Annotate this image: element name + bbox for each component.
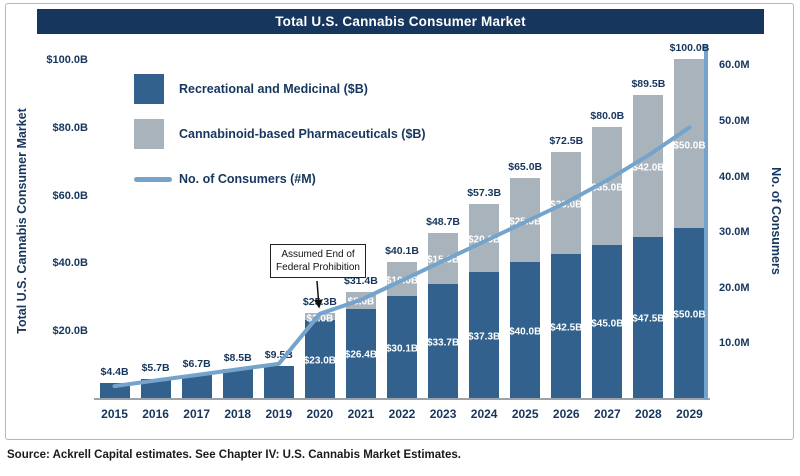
x-axis-label-2015: 2015 bbox=[101, 407, 128, 421]
right-axis-line bbox=[704, 44, 708, 400]
y-axis-tick-left-20: $20.0B bbox=[52, 325, 88, 338]
consumers-line-swatch-icon bbox=[134, 176, 172, 182]
bar-total-label-2027: $80.0B bbox=[590, 109, 625, 122]
bar-segment-label-recreational-2020: $23.0B bbox=[303, 355, 336, 367]
bar-segment-label-pharma-2025: $25.0B bbox=[509, 216, 542, 228]
annotation-box: Assumed End of Federal Prohibition bbox=[270, 244, 366, 278]
bar-segment-label-pharma-2020: $2.0B bbox=[306, 313, 334, 325]
y-axis-tick-right-30: 30.0M bbox=[719, 226, 750, 239]
y-axis-tick-left-100: $100.0B bbox=[46, 53, 88, 66]
chart-title-bar: Total U.S. Cannabis Consumer Market bbox=[37, 9, 764, 34]
legend-label-consumers: No. of Consumers (#M) bbox=[179, 172, 316, 186]
legend-item-consumers: No. of Consumers (#M) bbox=[134, 164, 426, 194]
y-axis-tick-right-40: 40.0M bbox=[719, 170, 750, 183]
y-axis-tick-left-80: $80.0B bbox=[52, 121, 88, 134]
legend-item-recreational: Recreational and Medicinal ($B) bbox=[134, 74, 426, 104]
chart-title: Total U.S. Cannabis Consumer Market bbox=[275, 14, 526, 29]
bar-total-label-2023: $48.7B bbox=[426, 215, 460, 228]
bar-segment-label-recreational-2027: $45.0B bbox=[591, 318, 624, 330]
x-axis-label-2018: 2018 bbox=[224, 407, 252, 421]
bar-segment-label-recreational-2025: $40.0B bbox=[509, 326, 542, 338]
legend-label-recreational: Recreational and Medicinal ($B) bbox=[179, 82, 368, 96]
pharma-swatch-icon bbox=[134, 119, 164, 149]
bar-total-label-2017: $6.7B bbox=[182, 358, 211, 371]
x-axis-label-2020: 2020 bbox=[306, 407, 334, 421]
bar-segment-recreational-2018 bbox=[222, 369, 253, 398]
bar-segment-label-recreational-2026: $42.5B bbox=[550, 322, 583, 334]
bar-segment-label-recreational-2028: $47.5B bbox=[632, 313, 665, 325]
bar-segment-recreational-2015 bbox=[99, 383, 130, 398]
bar-total-label-2029: $100.0B bbox=[669, 41, 710, 54]
x-axis-label-2016: 2016 bbox=[142, 407, 169, 421]
left-axis-title: Total U.S. Cannabis Consumer Market bbox=[15, 108, 29, 334]
recreational-swatch-icon bbox=[134, 74, 164, 104]
bar-segment-label-pharma-2022: $10.0B bbox=[385, 275, 419, 287]
bar-total-label-2022: $40.1B bbox=[385, 245, 419, 258]
bar-segment-label-pharma-2026: $30.0B bbox=[550, 199, 583, 211]
plot-area: $4.4B 2015 $5.7B 2016 $6.7B 2017 $8.5B 2018 $9.5… bbox=[94, 41, 710, 421]
bar-segment-label-recreational-2021: $26.4B bbox=[344, 349, 378, 361]
bar-total-label-2015: $4.4B bbox=[100, 366, 129, 379]
x-axis-label-2021: 2021 bbox=[347, 407, 375, 421]
x-axis-label-2025: 2025 bbox=[511, 407, 539, 421]
bar-segment-label-pharma-2027: $35.0B bbox=[591, 182, 624, 194]
x-axis-label-2017: 2017 bbox=[183, 407, 211, 421]
bar-total-label-2024: $57.3B bbox=[467, 186, 502, 199]
bar-total-label-2019: $9.5B bbox=[264, 348, 293, 361]
bar-segment-label-pharma-2029: $50.0B bbox=[673, 140, 706, 152]
y-axis-tick-right-20: 20.0M bbox=[719, 281, 750, 294]
bar-total-label-2018: $8.5B bbox=[223, 352, 252, 365]
bar-segment-recreational-2017 bbox=[181, 375, 212, 398]
y-axis-tick-right-60: 60.0M bbox=[719, 59, 750, 72]
legend-label-pharma: Cannabinoid-based Pharmaceuticals ($B) bbox=[179, 127, 426, 141]
bar-segment-recreational-2016 bbox=[140, 378, 171, 398]
bar-total-label-2020: $25.3B bbox=[302, 296, 337, 309]
bar-segment-label-pharma-2023: $15.0B bbox=[426, 254, 460, 266]
x-axis-label-2023: 2023 bbox=[429, 407, 457, 421]
x-axis-label-2022: 2022 bbox=[388, 407, 416, 421]
bar-total-label-2026: $72.5B bbox=[549, 135, 584, 148]
x-axis-label-2027: 2027 bbox=[593, 407, 621, 421]
bar-total-label-2028: $89.5B bbox=[631, 77, 666, 90]
bar-segment-label-recreational-2023: $33.7B bbox=[426, 337, 460, 349]
bar-segment-recreational-2019 bbox=[263, 365, 294, 398]
bar-segment-label-pharma-2024: $20.0B bbox=[468, 234, 501, 246]
chart-container: Total U.S. Cannabis Consumer Market Tota… bbox=[5, 3, 794, 440]
x-axis-label-2029: 2029 bbox=[676, 407, 703, 421]
bar-segment-label-pharma-2028: $42.0B bbox=[632, 162, 665, 174]
legend-item-pharma: Cannabinoid-based Pharmaceuticals ($B) bbox=[134, 119, 426, 149]
right-axis-title: No. of Consumers bbox=[769, 167, 783, 275]
x-axis-label-2026: 2026 bbox=[552, 407, 580, 421]
y-axis-tick-left-40: $40.0B bbox=[52, 257, 88, 270]
bar-segment-label-recreational-2022: $30.1B bbox=[385, 343, 419, 355]
y-axis-tick-left-60: $60.0B bbox=[52, 189, 88, 202]
y-axis-tick-right-10: 10.0M bbox=[719, 337, 750, 350]
bar-total-label-2025: $65.0B bbox=[508, 160, 543, 173]
source-note: Source: Ackrell Capital estimates. See C… bbox=[7, 449, 461, 461]
x-axis-label-2028: 2028 bbox=[635, 407, 662, 421]
y-axis-tick-right-50: 50.0M bbox=[719, 114, 750, 127]
annotation-line1: Assumed End of bbox=[281, 249, 355, 260]
x-axis-label-2019: 2019 bbox=[265, 407, 293, 421]
chart-legend: Recreational and Medicinal ($B) Cannabin… bbox=[134, 74, 426, 209]
bar-segment-label-pharma-2021: $5.0B bbox=[347, 296, 375, 308]
annotation-line2: Federal Prohibition bbox=[276, 262, 360, 273]
bar-segment-label-recreational-2024: $37.3B bbox=[468, 331, 501, 343]
bar-segment-label-recreational-2029: $50.0B bbox=[673, 309, 706, 321]
bar-total-label-2016: $5.7B bbox=[141, 361, 170, 374]
x-axis-label-2024: 2024 bbox=[470, 407, 498, 421]
